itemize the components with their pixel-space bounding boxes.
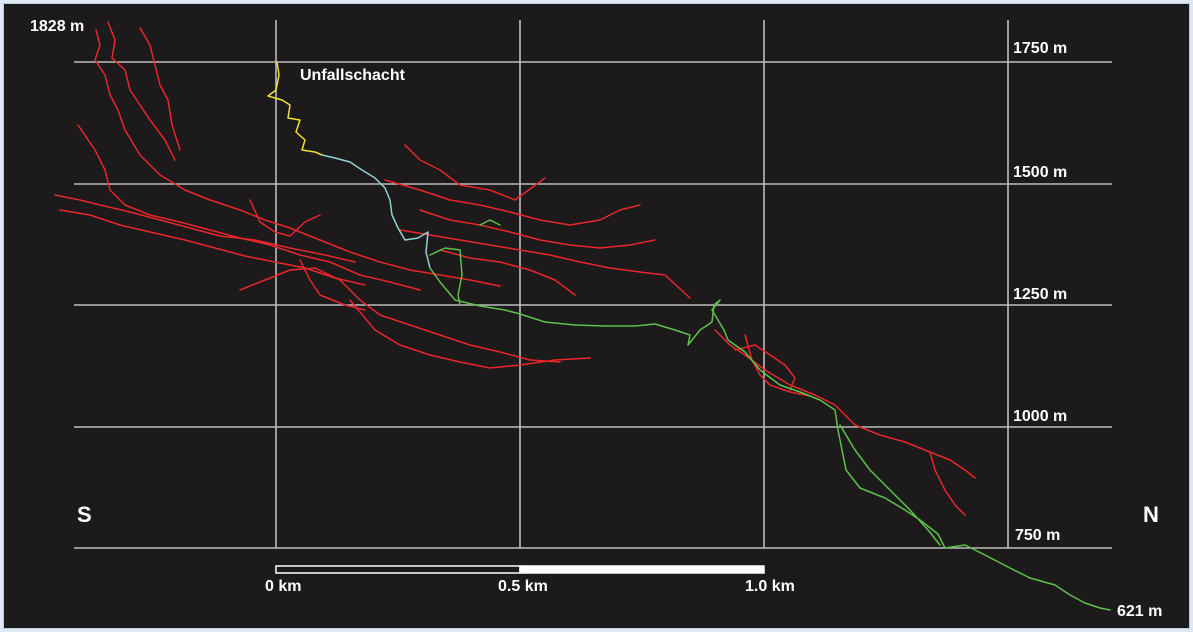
- elevation-label-1500: 1500 m: [1013, 164, 1067, 181]
- elevation-label-750: 750 m: [1015, 527, 1060, 544]
- shaft-passage: [267, 61, 323, 156]
- scale-bar: 0 km 0.5 km 1.0 km: [265, 565, 795, 595]
- scale-label-0-5: 0.5 km: [498, 578, 548, 595]
- north-label: N: [1143, 502, 1159, 527]
- lower-passage-branch: [839, 424, 941, 546]
- scale-bar-segment-empty: [275, 565, 521, 574]
- connection-passage: [321, 154, 431, 269]
- cave-profile-panel: [3, 3, 1190, 629]
- south-label: S: [77, 502, 92, 527]
- shaft-label: Unfallschacht: [300, 67, 406, 84]
- elevation-label-1250: 1250 m: [1013, 286, 1067, 303]
- scale-label-1-0: 1.0 km: [745, 578, 795, 595]
- elevation-label-1000: 1000 m: [1013, 408, 1067, 425]
- scale-bar-segment-filled: [519, 565, 765, 574]
- scale-label-0: 0 km: [265, 578, 301, 595]
- elevation-label-1750: 1750 m: [1013, 40, 1067, 57]
- top-elevation-label: 1828 m: [30, 18, 84, 35]
- lower-passage: [429, 267, 1111, 611]
- lower-passage-upper-loop: [429, 219, 501, 306]
- grid: [74, 20, 1112, 549]
- main-passages: [54, 21, 976, 516]
- bottom-elevation-label: 621 m: [1117, 603, 1162, 620]
